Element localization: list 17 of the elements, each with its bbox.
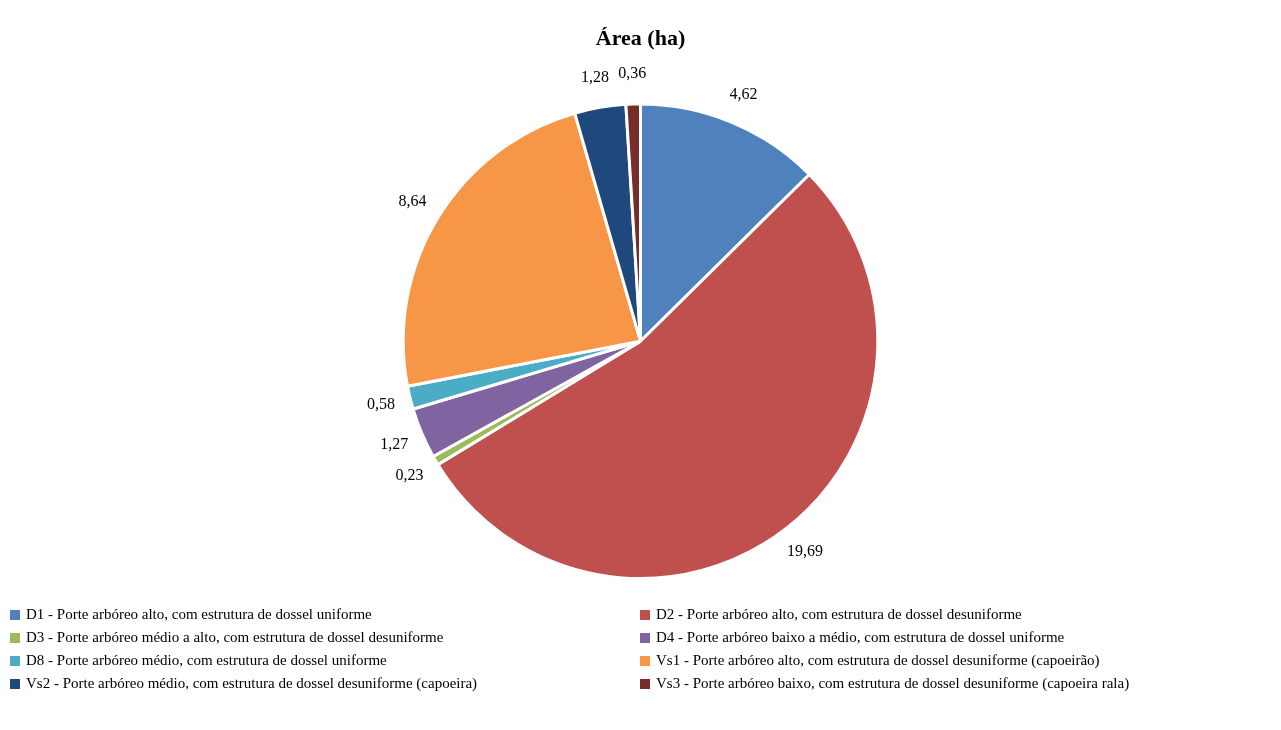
legend-label: D4 - Porte arbóreo baixo a médio, com estrutura de dossel uniforme <box>656 629 1065 646</box>
legend-label: Vs2 - Porte arbóreo médio, com estrutura de dossel desuniforme (capoeira) <box>26 675 478 692</box>
data-label: 4,62 <box>729 84 758 102</box>
chart-title: Área (ha) <box>595 24 686 50</box>
data-label: 0,36 <box>618 64 647 82</box>
legend-label: Vs3 - Porte arbóreo baixo, com estrutura de dossel desuniforme (capoeira rala) <box>656 675 1130 692</box>
legend-label: D2 - Porte arbóreo alto, com estrutura de dossel desuniforme <box>656 606 1022 623</box>
legend-label: D1 - Porte arbóreo alto, com estrutura de dossel uniforme <box>26 606 372 623</box>
legend-label: D3 - Porte arbóreo médio a alto, com estrutura de dossel desuniforme <box>26 629 444 646</box>
data-label: 19,69 <box>787 542 824 560</box>
data-label: 0,23 <box>395 465 424 483</box>
data-label: 0,58 <box>366 395 395 413</box>
data-label: 1,28 <box>580 68 609 86</box>
data-label: 8,64 <box>398 191 427 209</box>
legend-label: D8 - Porte arbóreo médio, com estrutura de dossel uniforme <box>26 652 387 669</box>
data-label: 1,27 <box>380 435 409 453</box>
legend-label: Vs1 - Porte arbóreo alto, com estrutura de dossel desuniforme (capoeirão) <box>656 652 1100 669</box>
